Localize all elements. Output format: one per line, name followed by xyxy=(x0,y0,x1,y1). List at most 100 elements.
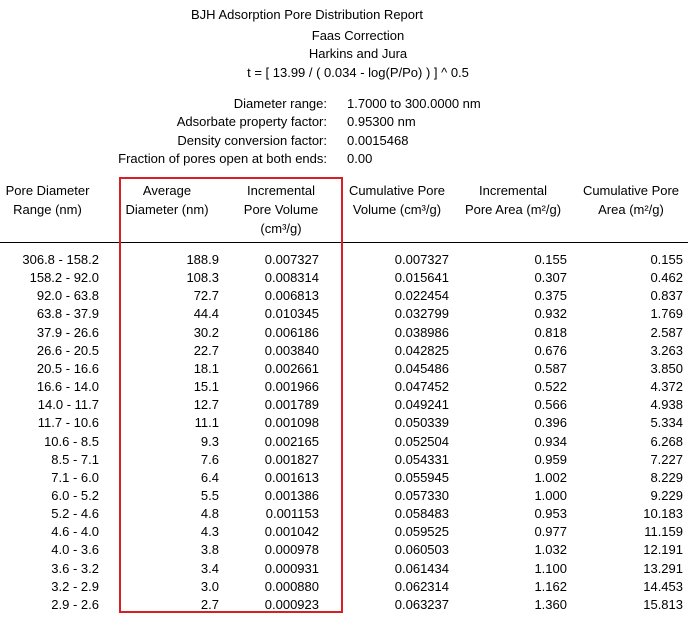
cum-area-cell: 4.938 xyxy=(650,397,683,413)
cum-area-cell: 1.769 xyxy=(650,306,683,322)
avg-diameter-cell: 72.7 xyxy=(193,288,219,304)
cum-volume-cell: 0.038986 xyxy=(394,324,449,340)
incr-area-cell: 1.360 xyxy=(534,596,567,612)
cum-area-cell: 12.191 xyxy=(643,542,683,558)
cum-volume-cell: 0.055945 xyxy=(394,469,449,485)
incr-volume-cell: 0.002165 xyxy=(264,433,319,449)
table-row: 16.6 - 14.0 15.1 0.001966 0.047452 0.522 4.37… xyxy=(0,379,700,397)
cum-area-cell: 14.453 xyxy=(643,578,683,594)
pore-range-cell: 2.9 - 2.6 xyxy=(51,596,99,612)
cum-volume-cell: 0.061434 xyxy=(394,560,449,576)
incr-area-cell: 0.959 xyxy=(534,451,567,467)
incr-volume-cell: 0.006186 xyxy=(264,324,319,340)
equation-label: t = [ 13.99 / ( 0.034 - log(P/Po) ) ] ^ … xyxy=(247,65,469,80)
cum-volume-cell: 0.045486 xyxy=(394,360,449,376)
col-header-average-diameter: Average Diameter (nm) xyxy=(119,181,215,219)
col-header-line: Incremental xyxy=(479,183,547,198)
incr-area-cell: 0.934 xyxy=(534,433,567,449)
table-row: 5.2 - 4.6 4.8 0.001153 0.058483 0.953 10.183 xyxy=(0,506,700,524)
cum-volume-cell: 0.015641 xyxy=(394,270,449,286)
pore-range-cell: 92.0 - 63.8 xyxy=(36,288,99,304)
table-row: 26.6 - 20.5 22.7 0.003840 0.042825 0.676 3.26… xyxy=(0,343,700,361)
avg-diameter-cell: 15.1 xyxy=(193,379,219,395)
incr-area-cell: 0.977 xyxy=(534,524,567,540)
cum-volume-cell: 0.060503 xyxy=(394,542,449,558)
avg-diameter-cell: 4.3 xyxy=(200,524,219,540)
cum-volume-cell: 0.022454 xyxy=(394,288,449,304)
cum-volume-cell: 0.062314 xyxy=(394,578,449,594)
cum-area-cell: 4.372 xyxy=(650,379,683,395)
avg-diameter-cell: 3.4 xyxy=(200,560,219,576)
table-row: 7.1 - 6.0 6.4 0.001613 0.055945 1.002 8.229 xyxy=(0,470,700,488)
cum-volume-cell: 0.054331 xyxy=(394,451,449,467)
incr-volume-cell: 0.001966 xyxy=(264,379,319,395)
method-label: Harkins and Jura xyxy=(308,46,408,61)
pore-range-cell: 4.0 - 3.6 xyxy=(51,542,99,558)
col-header-line: Area (m²/g) xyxy=(598,202,664,217)
incr-volume-cell: 0.002661 xyxy=(264,360,319,376)
incr-area-cell: 0.932 xyxy=(534,306,567,322)
col-header-pore-diameter-range: Pore Diameter Range (nm) xyxy=(0,181,95,219)
incr-area-cell: 1.032 xyxy=(534,542,567,558)
avg-diameter-cell: 22.7 xyxy=(193,342,219,358)
incr-area-cell: 0.566 xyxy=(534,397,567,413)
incr-area-cell: 1.162 xyxy=(534,578,567,594)
param-label-adsorbate-factor: Adsorbate property factor: xyxy=(176,114,327,129)
cum-area-cell: 0.837 xyxy=(650,288,683,304)
table-row: 10.6 - 8.5 9.3 0.002165 0.052504 0.934 6.268 xyxy=(0,434,700,452)
cum-area-cell: 3.263 xyxy=(650,342,683,358)
cum-volume-cell: 0.063237 xyxy=(394,596,449,612)
avg-diameter-cell: 188.9 xyxy=(186,252,219,267)
cum-volume-cell: 0.042825 xyxy=(394,342,449,358)
pore-range-cell: 3.6 - 3.2 xyxy=(51,560,99,576)
incr-volume-cell: 0.001042 xyxy=(264,524,319,540)
pore-range-cell: 11.7 - 10.6 xyxy=(37,415,99,431)
param-label-open-fraction: Fraction of pores open at both ends: xyxy=(118,151,327,166)
table-row: 8.5 - 7.1 7.6 0.001827 0.054331 0.959 7.227 xyxy=(0,452,700,470)
cum-area-cell: 5.334 xyxy=(650,415,683,431)
avg-diameter-cell: 44.4 xyxy=(193,306,219,322)
table-row: 158.2 - 92.0 108.3 0.008314 0.015641 0.307 0.… xyxy=(0,270,700,288)
cum-area-cell: 0.462 xyxy=(650,270,683,286)
col-header-line: Average xyxy=(142,183,192,198)
cum-volume-cell: 0.049241 xyxy=(394,397,449,413)
avg-diameter-cell: 7.6 xyxy=(200,451,219,467)
cum-area-cell: 11.159 xyxy=(644,524,683,540)
incr-area-cell: 0.587 xyxy=(534,360,567,376)
cum-volume-cell: 0.052504 xyxy=(394,433,449,449)
correction-label: Faas Correction xyxy=(311,28,405,43)
cum-volume-cell: 0.007327 xyxy=(394,252,449,267)
col-header-line: Range (nm) xyxy=(13,202,82,217)
pore-range-cell: 26.6 - 20.5 xyxy=(36,342,99,358)
avg-diameter-cell: 3.8 xyxy=(200,542,219,558)
incr-area-cell: 0.396 xyxy=(534,415,567,431)
col-header-cumulative-pore-volume: Cumulative Pore Volume (cm³/g) xyxy=(343,181,451,219)
incr-volume-cell: 0.001613 xyxy=(264,469,319,485)
cum-area-cell: 13.291 xyxy=(643,560,683,576)
header-divider xyxy=(0,242,688,243)
param-value-adsorbate-factor: 0.95300 nm xyxy=(347,114,416,129)
param-value-open-fraction: 0.00 xyxy=(347,151,373,166)
cum-area-cell: 7.227 xyxy=(650,451,683,467)
cum-volume-cell: 0.050339 xyxy=(394,415,449,431)
incr-volume-cell: 0.006813 xyxy=(264,288,319,304)
avg-diameter-cell: 9.3 xyxy=(200,433,219,449)
pore-range-cell: 4.6 - 4.0 xyxy=(51,524,99,540)
avg-diameter-cell: 18.1 xyxy=(193,360,219,376)
avg-diameter-cell: 30.2 xyxy=(193,324,219,340)
avg-diameter-cell: 3.0 xyxy=(200,578,219,594)
col-header-cumulative-pore-area: Cumulative Pore Area (m²/g) xyxy=(575,181,687,219)
param-value-density-factor: 0.0015468 xyxy=(347,133,409,148)
incr-area-cell: 0.155 xyxy=(534,252,567,267)
cum-area-cell: 15.813 xyxy=(643,596,683,612)
param-value-diameter-range: 1.7000 to 300.0000 nm xyxy=(347,96,481,111)
incr-volume-cell: 0.003840 xyxy=(264,342,319,358)
pore-range-cell: 7.1 - 6.0 xyxy=(51,469,99,485)
incr-volume-cell: 0.001386 xyxy=(264,487,319,503)
cum-area-cell: 0.155 xyxy=(650,252,683,267)
col-header-line: Pore Diameter xyxy=(5,183,90,198)
incr-area-cell: 0.818 xyxy=(534,324,567,340)
pore-range-cell: 6.0 - 5.2 xyxy=(51,487,99,503)
table-row: 2.9 - 2.6 2.7 0.000923 0.063237 1.360 15.813 xyxy=(0,597,700,615)
incr-volume-cell: 0.001153 xyxy=(265,506,319,522)
